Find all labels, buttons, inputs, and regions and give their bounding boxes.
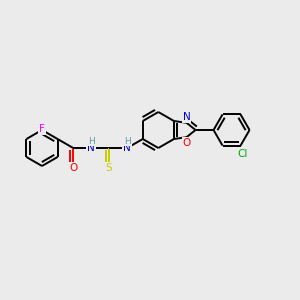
Text: N: N (87, 143, 95, 153)
Text: N: N (183, 112, 190, 122)
Text: N: N (123, 143, 131, 153)
Text: H: H (88, 136, 94, 146)
Text: S: S (106, 163, 112, 173)
Text: F: F (39, 124, 45, 134)
Text: H: H (124, 136, 130, 146)
Text: Cl: Cl (237, 148, 248, 159)
Text: O: O (69, 163, 77, 173)
Text: O: O (182, 138, 191, 148)
